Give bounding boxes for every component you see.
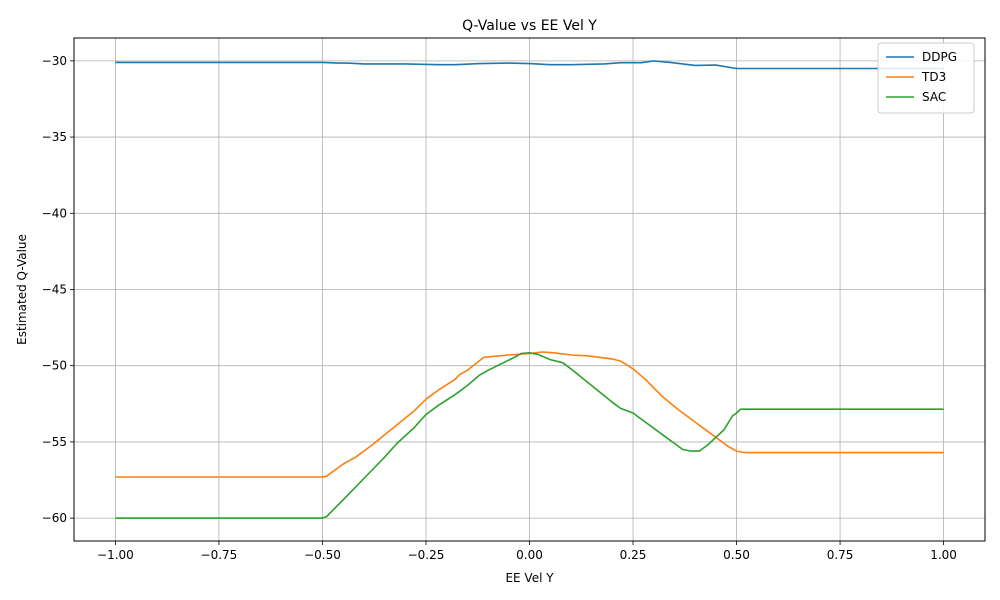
legend-label-ddpg: DDPG	[922, 50, 957, 64]
y-tick-label: −45	[42, 283, 67, 297]
chart-title: Q-Value vs EE Vel Y	[462, 18, 597, 34]
legend: DDPG TD3 SAC	[877, 42, 975, 114]
series-line-ddpg	[115, 60, 944, 70]
x-axis-label: EE Vel Y	[505, 571, 554, 585]
legend-box	[877, 42, 975, 114]
axis-ticks: −1.00 −0.75 −0.50 −0.25 0.00 0.25 0.50 0.75 1.00…	[42, 54, 957, 562]
x-tick-label: −0.50	[304, 548, 341, 562]
x-tick-label: 1.00	[930, 548, 957, 562]
x-tick-label: 0.75	[827, 548, 854, 562]
y-tick-label: −50	[42, 359, 67, 373]
series-line-sac	[115, 352, 944, 519]
y-tick-label: −40	[42, 206, 67, 220]
legend-label-sac: SAC	[922, 90, 946, 104]
x-tick-label: −0.75	[201, 548, 238, 562]
x-tick-label: 0.00	[516, 548, 543, 562]
x-tick-label: 0.50	[723, 548, 750, 562]
series-line-td3	[115, 351, 944, 478]
y-tick-label: −35	[42, 130, 67, 144]
x-tick-label: −1.00	[97, 548, 134, 562]
y-tick-label: −60	[42, 511, 67, 525]
y-axis-label: Estimated Q-Value	[15, 234, 29, 345]
y-tick-label: −30	[42, 54, 67, 68]
grid-lines	[74, 38, 985, 541]
series-lines	[115, 60, 944, 519]
x-tick-label: 0.25	[620, 548, 647, 562]
y-tick-label: −55	[42, 435, 67, 449]
legend-label-td3: TD3	[921, 70, 946, 84]
x-tick-label: −0.25	[408, 548, 445, 562]
